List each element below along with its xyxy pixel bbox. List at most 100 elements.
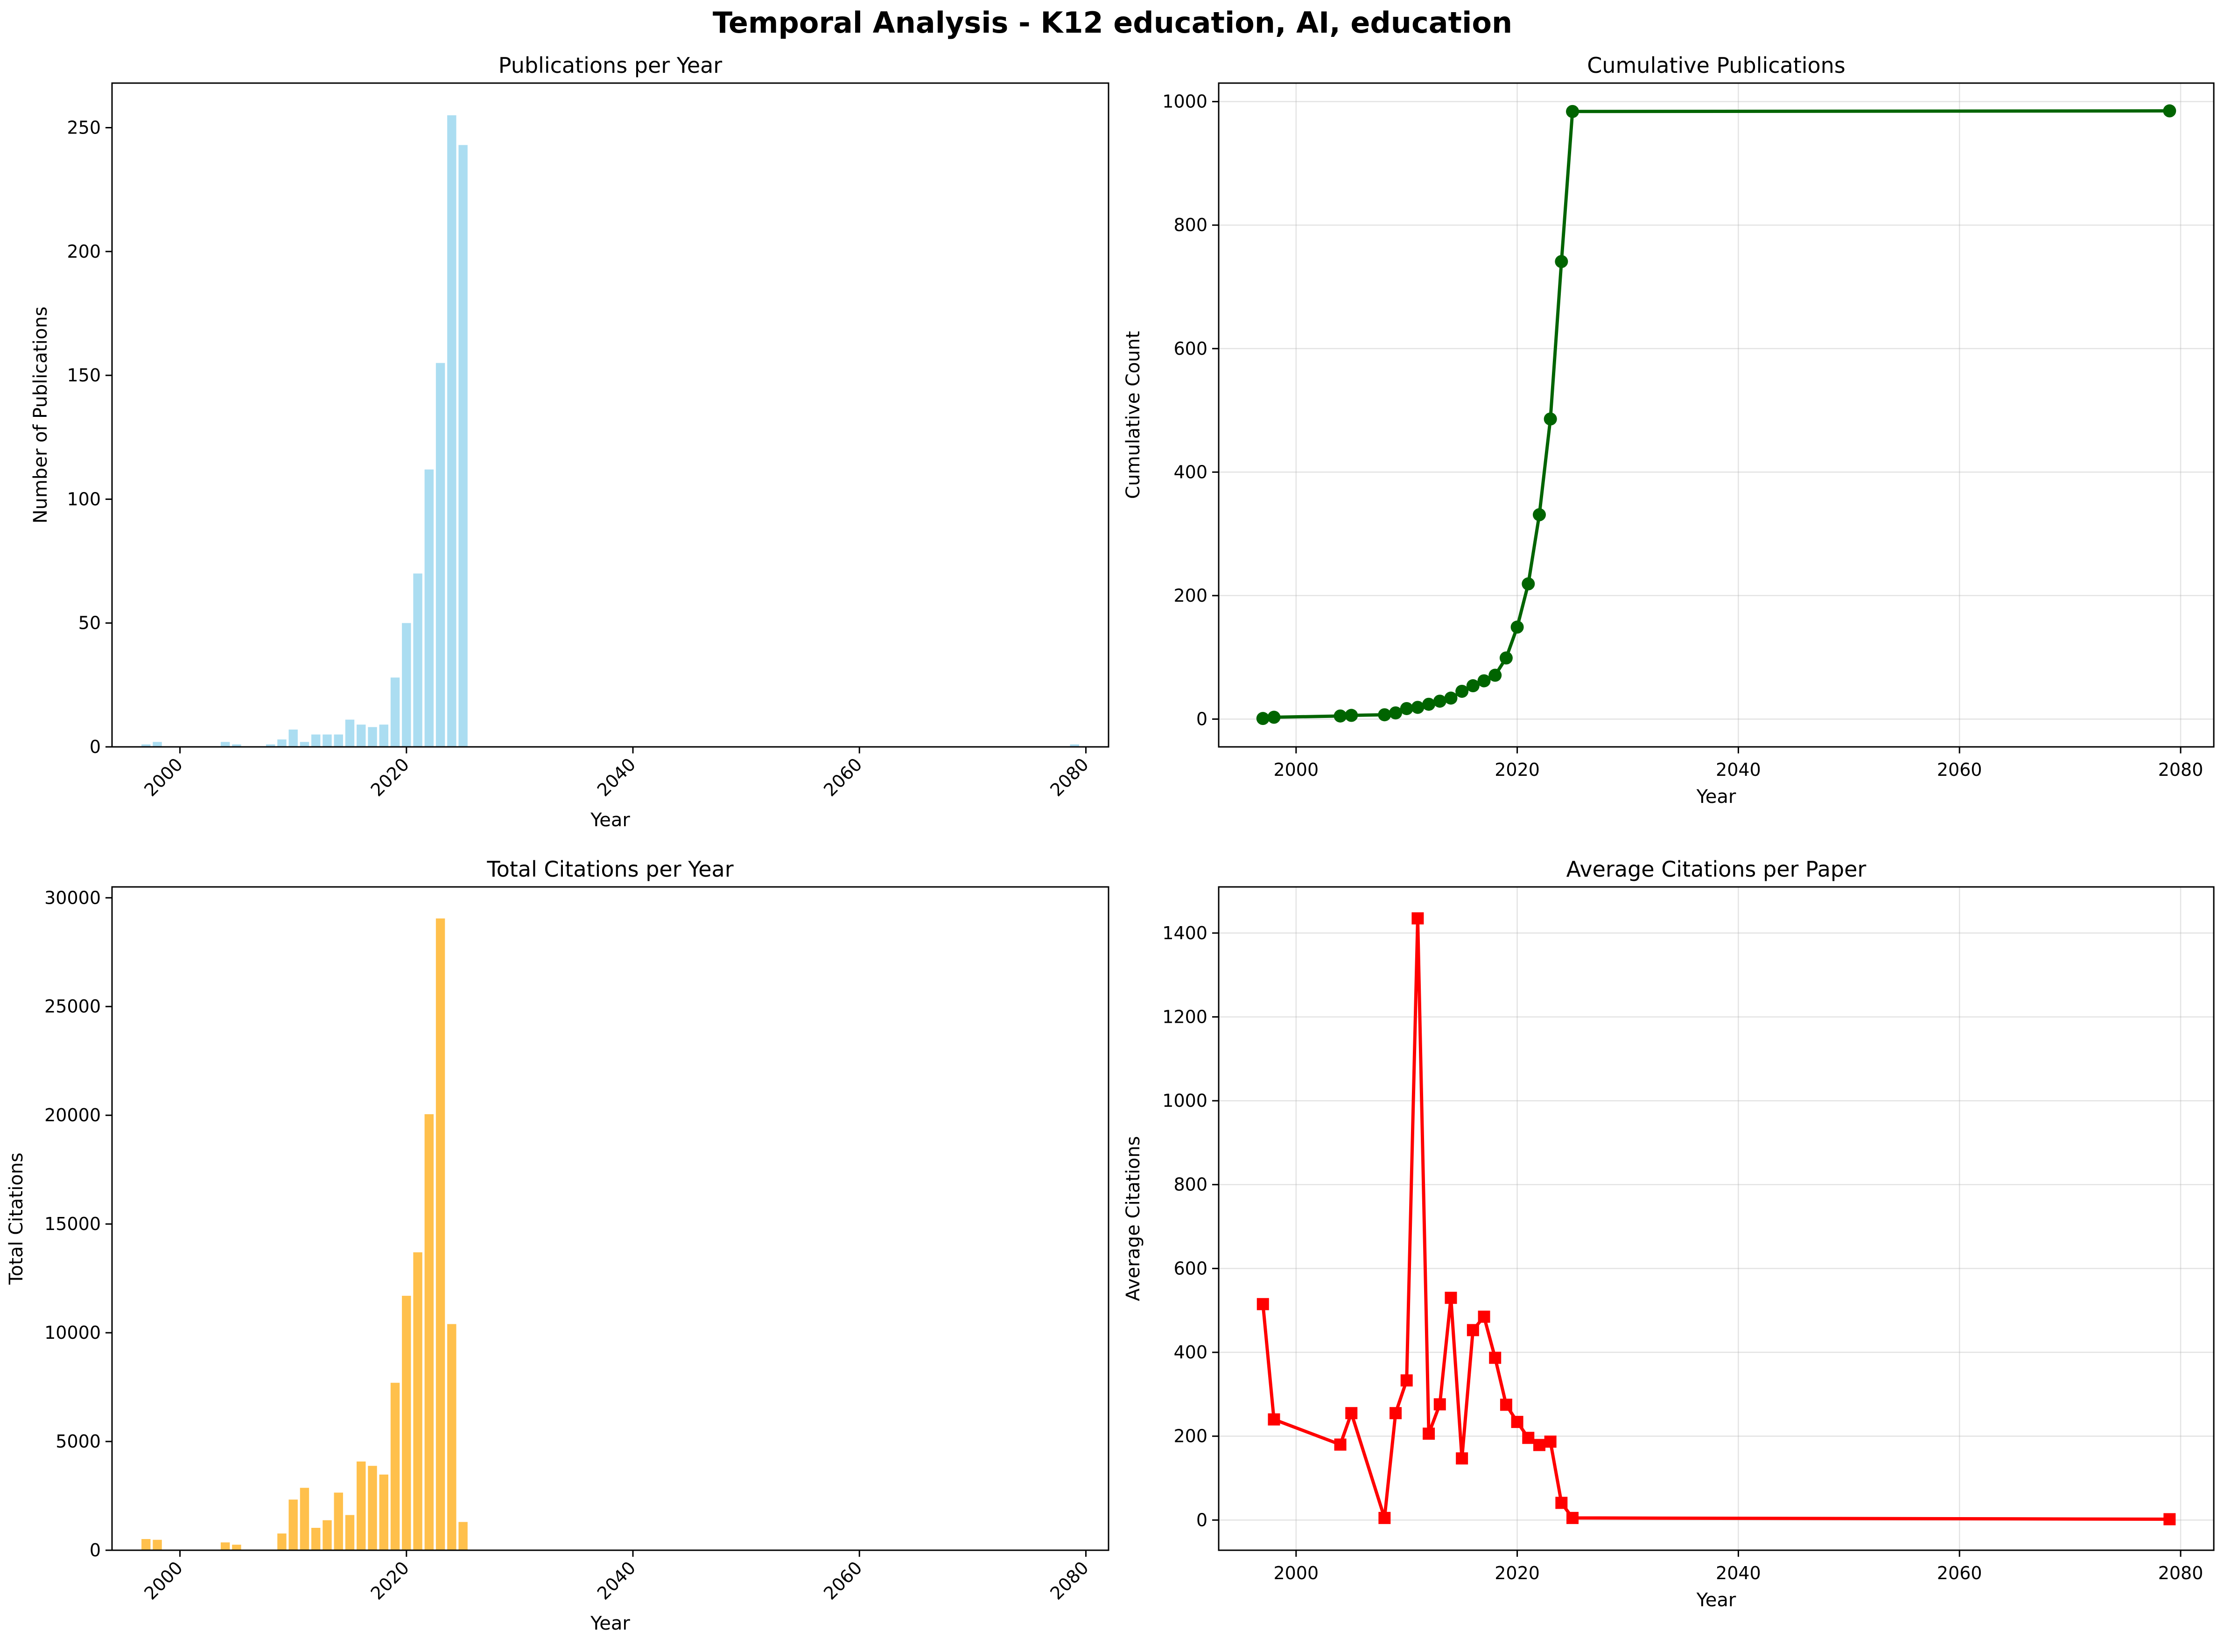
x-tick-label: 2080 xyxy=(2158,1563,2204,1583)
y-tick-label: 200 xyxy=(1173,1426,1207,1447)
chart-title: Average Citations per Paper xyxy=(1566,857,1867,882)
x-tick-label: 2000 xyxy=(1273,1563,1319,1583)
data-point xyxy=(1400,1374,1413,1387)
bar xyxy=(153,1540,162,1550)
bar xyxy=(379,724,388,747)
y-axis-label: Average Citations xyxy=(1123,1136,1144,1301)
y-tick-label: 25000 xyxy=(44,996,101,1017)
y-tick-label: 15000 xyxy=(44,1214,101,1234)
x-tick-label: 2040 xyxy=(1716,759,1761,780)
bar xyxy=(357,1461,366,1550)
data-point xyxy=(1456,1452,1468,1465)
data-point xyxy=(1400,702,1413,715)
series-line xyxy=(1263,109,2170,720)
data-point xyxy=(1433,695,1446,708)
bar xyxy=(402,1295,411,1550)
x-tick-label: 2020 xyxy=(367,754,414,801)
data-point xyxy=(1566,105,1579,118)
bar xyxy=(345,1515,355,1550)
bar xyxy=(413,1252,422,1550)
x-tick-label: 2080 xyxy=(1046,1557,1093,1604)
x-tick-label: 2060 xyxy=(1937,759,1982,780)
data-point xyxy=(1389,706,1403,720)
x-tick-label: 2000 xyxy=(1273,759,1319,780)
bar xyxy=(232,744,241,747)
x-tick-label: 2040 xyxy=(593,754,640,801)
x-axis-label: Year xyxy=(590,1613,630,1634)
figure-title: Temporal Analysis - K12 education, AI, e… xyxy=(712,6,1513,40)
x-tick-label: 2060 xyxy=(820,754,866,801)
y-axis-label: Cumulative Count xyxy=(1123,331,1144,499)
bar xyxy=(311,1528,321,1550)
x-tick-label: 2080 xyxy=(2158,759,2204,780)
bar xyxy=(220,1542,230,1550)
bar xyxy=(323,1520,332,1550)
y-tick-label: 800 xyxy=(1173,215,1207,235)
y-tick-label: 30000 xyxy=(44,887,101,908)
axes-frame xyxy=(111,82,1109,748)
x-axis-label: Year xyxy=(1696,786,1736,808)
y-tick-label: 200 xyxy=(67,241,101,262)
data-point xyxy=(1488,668,1502,682)
data-point xyxy=(1445,1292,1457,1304)
bar xyxy=(277,1533,287,1550)
data-point xyxy=(1390,1407,1402,1420)
axes-frame xyxy=(1218,886,2215,1551)
y-axis-label: Total Citations xyxy=(6,1153,27,1285)
data-point xyxy=(1378,708,1391,722)
data-point xyxy=(1433,1398,1446,1411)
data-point xyxy=(1411,701,1425,714)
data-point xyxy=(1378,1511,1391,1524)
bar xyxy=(424,1114,434,1550)
data-point xyxy=(1467,1324,1479,1336)
data-point xyxy=(1499,651,1513,665)
data-point xyxy=(1334,1438,1347,1451)
x-axis-label: Year xyxy=(590,809,630,831)
bar xyxy=(277,739,287,747)
data-point xyxy=(1423,1427,1435,1440)
data-point xyxy=(1489,1351,1502,1364)
bar xyxy=(345,719,355,747)
axes-frame xyxy=(1218,82,2215,748)
bar xyxy=(390,677,400,747)
data-point xyxy=(2163,104,2176,118)
x-tick-label: 2020 xyxy=(367,1557,414,1604)
bar xyxy=(368,1466,377,1550)
bar xyxy=(390,1383,400,1550)
x-tick-label: 2020 xyxy=(1495,1563,1540,1583)
bar xyxy=(413,573,422,747)
data-point xyxy=(1522,577,1535,591)
y-tick-label: 0 xyxy=(90,1540,101,1561)
data-point xyxy=(1267,710,1281,724)
axes-frame xyxy=(111,886,1109,1551)
bar xyxy=(379,1474,388,1550)
bar xyxy=(266,744,275,747)
y-tick-label: 400 xyxy=(1173,1342,1207,1363)
bar xyxy=(323,734,332,747)
x-tick-label: 2040 xyxy=(1716,1563,1761,1583)
x-tick-label: 2080 xyxy=(1046,754,1093,801)
x-tick-label: 2000 xyxy=(140,754,187,801)
bar xyxy=(288,729,298,747)
bar xyxy=(311,734,321,747)
y-tick-label: 100 xyxy=(67,489,101,509)
y-tick-label: 0 xyxy=(1196,1510,1207,1530)
data-point xyxy=(1334,709,1347,723)
data-point xyxy=(1455,684,1469,698)
y-tick-label: 600 xyxy=(1173,1258,1207,1279)
y-tick-label: 5000 xyxy=(56,1431,101,1452)
x-axis-label: Year xyxy=(1696,1589,1736,1611)
y-axis-label: Number of Publications xyxy=(30,306,51,523)
y-tick-label: 600 xyxy=(1173,338,1207,359)
data-point xyxy=(1555,255,1568,268)
data-point xyxy=(1444,691,1458,705)
bar xyxy=(447,115,456,747)
chart-title: Cumulative Publications xyxy=(1587,53,1846,78)
y-tick-label: 0 xyxy=(90,737,101,757)
data-point xyxy=(1555,1497,1568,1509)
data-point xyxy=(2163,1513,2176,1525)
data-point xyxy=(1478,1310,1490,1323)
